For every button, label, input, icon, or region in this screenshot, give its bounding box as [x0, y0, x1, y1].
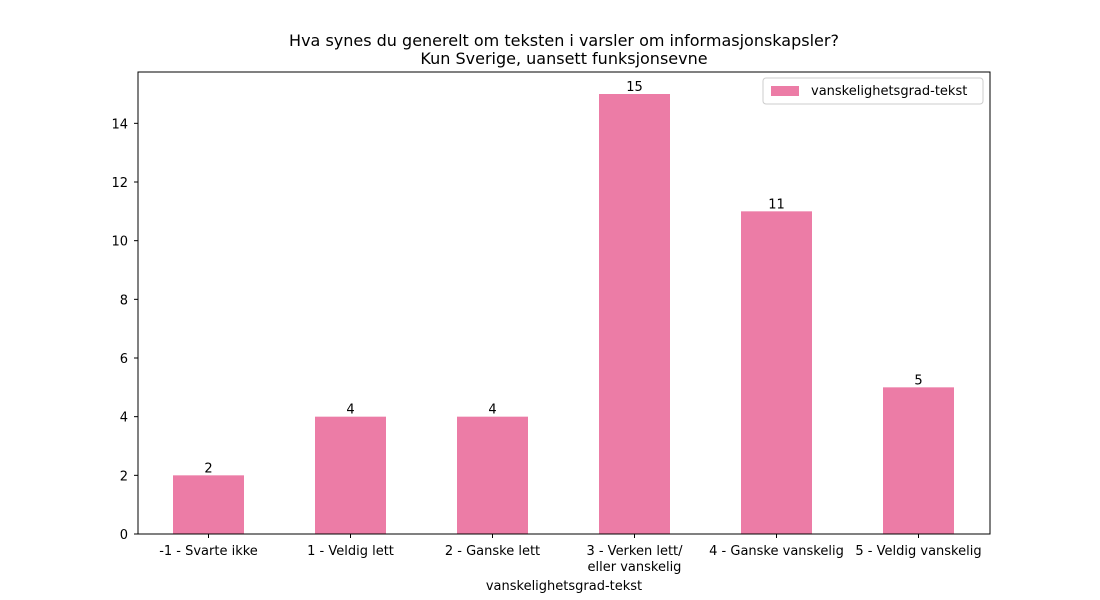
bar-value-label: 2 [204, 461, 212, 476]
bar-value-label: 4 [488, 403, 496, 418]
x-tick-label: 3 - Verken lett/eller vanskelig [586, 544, 683, 575]
chart-subtitle: Kun Sverige, uansett funksjonsevne [420, 49, 707, 68]
y-tick-label: 10 [111, 235, 128, 250]
x-tick-label: 4 - Ganske vanskelig [709, 544, 844, 559]
bar [599, 94, 670, 534]
bar [457, 416, 528, 534]
bar [173, 475, 244, 534]
bar-value-label: 4 [346, 403, 354, 418]
legend-swatch [771, 86, 799, 96]
legend: vanskelighetsgrad-tekst [762, 77, 984, 105]
bars-group [173, 94, 954, 535]
y-tick-label: 14 [111, 117, 128, 132]
x-tick-label: -1 - Svarte ikke [159, 544, 258, 559]
x-axis-label: vanskelighetsgrad-tekst [486, 579, 642, 594]
legend-label: vanskelighetsgrad-tekst [811, 84, 967, 99]
legend-box [762, 77, 984, 105]
bar-value-label: 11 [768, 197, 785, 212]
bar-value-label: 5 [914, 373, 922, 388]
y-tick-label: 6 [120, 352, 128, 367]
y-tick-label: 0 [120, 528, 128, 543]
bar-value-label: 15 [626, 80, 643, 95]
y-tick-label: 4 [120, 411, 128, 426]
y-tick-label: 12 [111, 176, 128, 191]
bar [315, 416, 386, 534]
chart-title: Hva synes du generelt om teksten i varsl… [289, 31, 839, 50]
x-tick-label: 5 - Veldig vanskelig [855, 544, 981, 559]
bar [741, 211, 812, 535]
data-labels-group: 2 4 4 15 11 5 [204, 80, 922, 476]
y-tick-label: 8 [120, 293, 128, 308]
x-axis: -1 - Svarte ikke 1 - Veldig lett 2 - Gansk… [159, 534, 982, 575]
y-tick-label: 2 [120, 469, 128, 484]
y-axis: 0 2 4 6 8 10 12 14 [111, 117, 138, 543]
x-tick-label: 2 - Ganske lett [445, 544, 540, 559]
bar [883, 387, 954, 534]
x-tick-label: 1 - Veldig lett [307, 544, 394, 559]
plot-area-frame [137, 71, 991, 535]
